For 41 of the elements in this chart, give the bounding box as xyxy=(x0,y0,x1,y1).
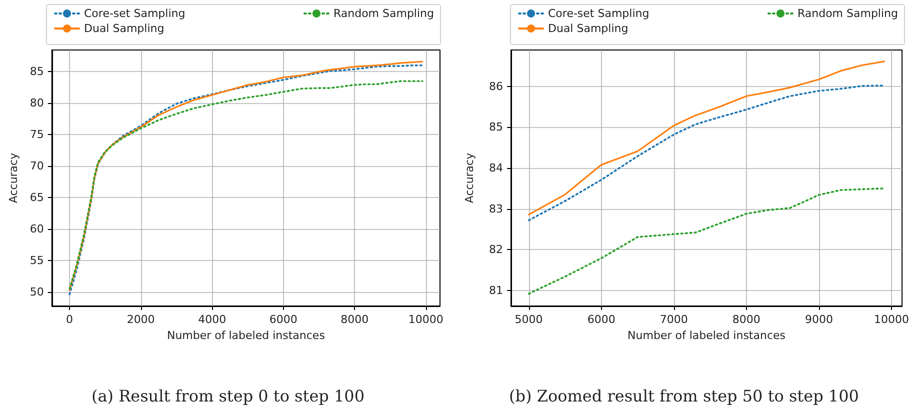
x-tick-label: 2000 xyxy=(126,313,155,326)
line-series xyxy=(528,60,886,216)
x-tick-label: 8000 xyxy=(732,313,760,326)
y-tick-label: 65 xyxy=(30,191,44,204)
text: (b) Zoomed result from step 50 to step 100 xyxy=(509,386,859,406)
legend-label: Random Sampling xyxy=(333,7,434,20)
x-tick-label: 6000 xyxy=(587,313,616,326)
x-tick-label: 10000 xyxy=(874,313,910,326)
y-tick-label: 55 xyxy=(30,254,44,267)
x-axis-title: Number of labeled instances xyxy=(628,328,786,342)
legend-label: Dual Sampling xyxy=(84,22,164,35)
x-tick-label: 8000 xyxy=(340,313,369,326)
line-series xyxy=(528,188,886,295)
x-tick-label: 10000 xyxy=(408,313,444,326)
x-axis-title: Number of labeled instances xyxy=(166,328,326,342)
y-tick-label: 85 xyxy=(489,120,503,134)
y-tick-label: 50 xyxy=(30,285,44,298)
x-tick-label: 7000 xyxy=(660,313,688,326)
text: (a) Result from step 0 to step 100 xyxy=(91,386,365,406)
y-tick-label: 81 xyxy=(489,284,503,297)
y-tick-label: 83 xyxy=(489,202,503,216)
x-tick-label: 6000 xyxy=(269,313,298,326)
y-tick-label: 82 xyxy=(489,243,503,256)
legend-label: Core-set Sampling xyxy=(84,7,186,20)
x-tick-label: 4000 xyxy=(198,313,226,326)
y-axis-title: Accuracy xyxy=(463,152,476,204)
y-tick-label: 80 xyxy=(30,96,44,110)
x-tick-label: 9000 xyxy=(804,313,833,326)
x-tick-label: 5000 xyxy=(514,313,543,326)
x-tick-label: 0 xyxy=(66,313,74,326)
y-tick-label: 75 xyxy=(30,128,44,142)
legend-label: Dual Sampling xyxy=(548,22,628,35)
legend-label: Random Sampling xyxy=(797,7,898,20)
y-tick-label: 85 xyxy=(30,65,44,78)
line-series xyxy=(528,84,886,222)
legend-label: Core-set Sampling xyxy=(548,7,650,20)
y-axis-title: Accuracy xyxy=(7,152,20,204)
y-tick-label: 60 xyxy=(30,222,44,236)
y-tick-label: 86 xyxy=(489,80,503,93)
y-tick-label: 84 xyxy=(489,161,503,174)
y-tick-label: 70 xyxy=(30,160,44,173)
